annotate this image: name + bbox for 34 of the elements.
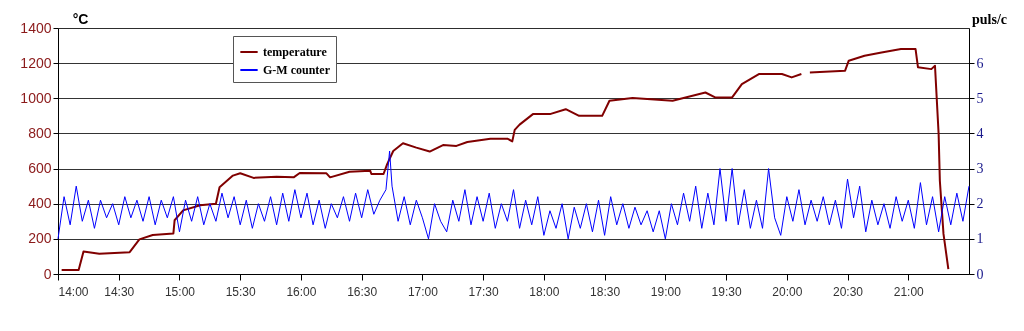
x-tick-label: 21:00 [893,284,925,299]
x-tick-label: 20:30 [833,284,864,299]
y2-tick-label: 6 [976,55,984,71]
y2-tick-label: 3 [976,161,984,177]
x-tick-label: 15:00 [164,284,196,299]
legend-label: temperature [263,45,328,59]
x-tick-label: 19:00 [650,284,682,299]
x-tick-label: 17:30 [468,284,499,299]
y-tick-label: 1000 [20,89,52,106]
x-tick-label: 15:30 [225,284,257,299]
x-tick-label: 19:30 [711,284,742,299]
y-tick-label: 800 [28,124,52,141]
x-tick-label: 18:00 [529,284,560,299]
x-tick-label: 16:00 [286,284,317,299]
y2-tick-label: 0 [976,266,984,282]
y-axis-title: °C [72,10,89,27]
y-tick-label: 600 [28,160,52,177]
x-tick-label: 17:00 [407,284,439,299]
y2-tick-label: 2 [976,196,984,212]
y2-tick-label: 4 [976,125,984,141]
y-tick-label: 200 [28,230,52,247]
y-tick-label: 400 [28,195,52,212]
y-tick-label: 1400 [20,19,52,36]
y2-axis-title: puls/c [971,11,1008,27]
x-tick-label: 20:00 [772,284,803,299]
y2-tick-label: 5 [976,90,984,106]
y2-tick-label: 1 [976,231,984,247]
x-tick-label: 16:30 [347,284,378,299]
y-tick-label: 1200 [20,54,52,71]
legend-label: G-M counter [263,63,331,77]
x-tick-label: 14:30 [104,284,135,299]
x-tick-label: 18:30 [590,284,621,299]
x-tick-label: 14:00 [58,284,89,299]
y-tick-label: 0 [43,265,52,282]
